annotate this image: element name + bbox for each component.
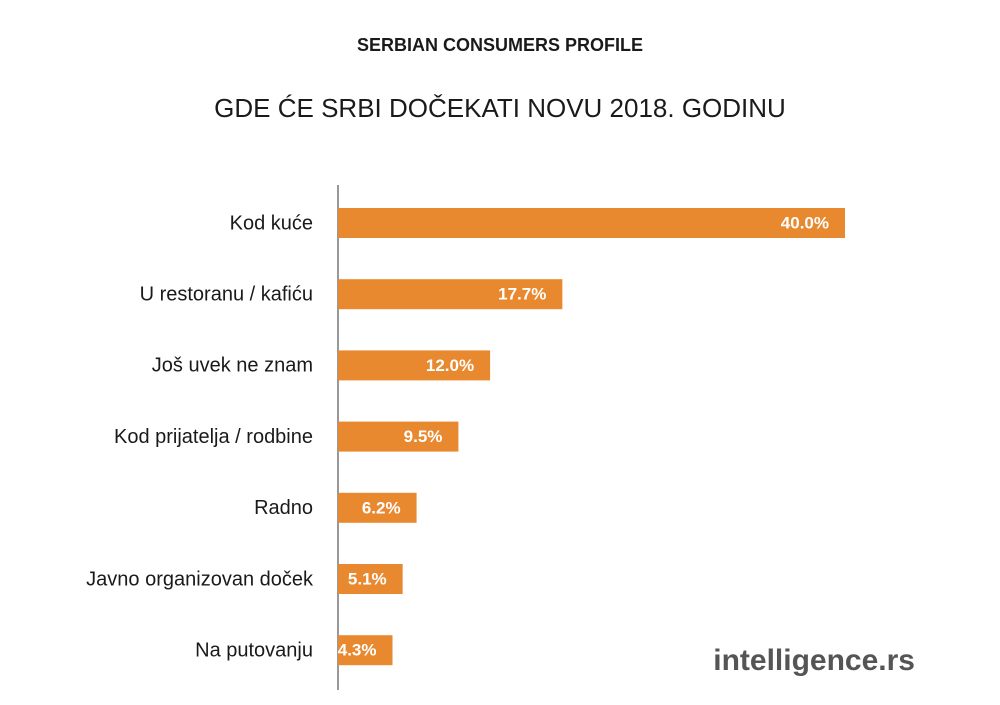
category-label: Javno organizovan doček [86,568,314,590]
value-label: 12.0% [426,356,474,375]
bar [338,421,459,452]
bar [338,564,403,594]
bar [338,279,563,310]
chart-title: SERBIAN CONSUMERS PROFILE [357,35,643,55]
value-label: 17.7% [498,285,546,304]
category-label: Još uvek ne znam [152,355,313,377]
chart-subtitle: GDE ĆE SRBI DOČEKATI NOVU 2018. GODINU [214,93,786,123]
bar [338,635,393,666]
value-label: 6.2% [362,498,401,517]
bar [338,350,491,381]
bar [338,208,845,238]
value-label: 9.5% [404,427,443,446]
value-label: 5.1% [348,569,387,588]
category-label: Radno [254,497,313,519]
category-label: Kod kuće [230,212,313,234]
source-logo: intelligence.rs [713,644,915,677]
bar [338,492,417,523]
value-label: 4.3% [338,641,377,660]
category-label: Na putovanju [195,639,313,661]
category-label: U restoranu / kafiću [140,283,313,305]
value-label: 40.0% [781,213,829,232]
category-label: Kod prijatelja / rodbine [114,426,313,448]
